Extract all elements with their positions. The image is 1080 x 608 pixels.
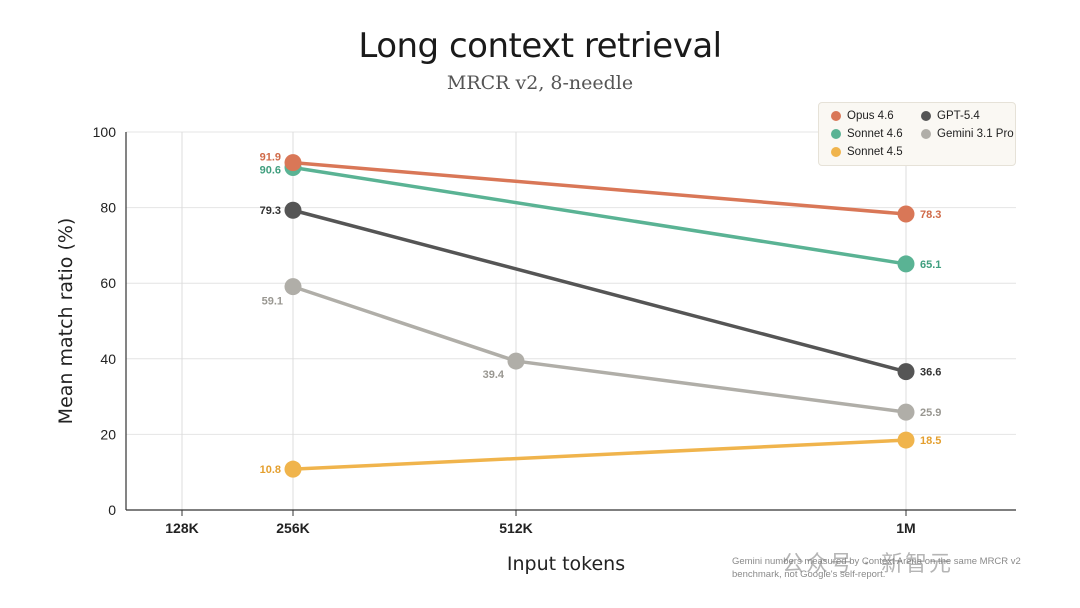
data-point-gpt-5-4 bbox=[284, 201, 302, 219]
data-point-sonnet-4-5 bbox=[897, 431, 915, 449]
legend-label: GPT-5.4 bbox=[937, 110, 980, 122]
chart-subtitle: MRCR v2, 8-needle bbox=[446, 72, 634, 94]
legend-dot-icon bbox=[921, 129, 931, 139]
legend: Opus 4.6 Sonnet 4.6 Sonnet 4.5 GPT-5.4 G… bbox=[818, 102, 1016, 166]
data-point-gemini-3-1-pro bbox=[897, 403, 915, 421]
data-label-opus-4-6: 91.9 bbox=[260, 152, 281, 164]
legend-dot-icon bbox=[831, 111, 841, 121]
y-tick-label: 40 bbox=[100, 351, 116, 367]
y-tick-label: 20 bbox=[100, 426, 116, 442]
x-tick-label: 512K bbox=[499, 520, 532, 536]
y-tick-label: 60 bbox=[100, 275, 116, 291]
data-point-gpt-5-4 bbox=[897, 363, 915, 381]
chart-title: Long context retrieval bbox=[358, 26, 722, 66]
legend-label: Opus 4.6 bbox=[847, 110, 894, 122]
legend-dot-icon bbox=[831, 129, 841, 139]
data-point-sonnet-4-6 bbox=[897, 255, 915, 273]
data-point-gemini-3-1-pro bbox=[284, 278, 302, 296]
series-line-gpt-5-4 bbox=[292, 208, 907, 374]
legend-dot-icon bbox=[831, 147, 841, 157]
data-label-gemini-3-1-pro: 25.9 bbox=[920, 407, 941, 419]
y-axis-label: Mean match ratio (%) bbox=[55, 218, 77, 425]
data-label-sonnet-4-5: 18.5 bbox=[920, 435, 941, 447]
series-line-sonnet-4-6 bbox=[292, 165, 907, 266]
x-tick-label: 1M bbox=[896, 520, 915, 536]
data-label-gpt-5-4: 36.6 bbox=[920, 367, 941, 379]
data-label-gpt-5-4: 79.3 bbox=[260, 205, 281, 217]
data-point-opus-4-6 bbox=[284, 154, 302, 172]
data-point-gemini-3-1-pro bbox=[507, 352, 525, 370]
y-tick-label: 80 bbox=[100, 200, 116, 216]
series-line-opus-4-6 bbox=[292, 160, 907, 216]
data-point-opus-4-6 bbox=[897, 205, 915, 223]
legend-label: Sonnet 4.6 bbox=[847, 128, 903, 140]
data-label-sonnet-4-6: 65.1 bbox=[920, 259, 941, 271]
legend-item-gemini-3-1-pro: Gemini 3.1 Pro bbox=[921, 128, 1014, 140]
x-axis-label: Input tokens bbox=[507, 553, 625, 575]
series-line-gemini-3-1-pro bbox=[292, 284, 907, 414]
legend-dot-icon bbox=[921, 111, 931, 121]
series-line-sonnet-4-5 bbox=[292, 438, 907, 471]
data-point-sonnet-4-5 bbox=[284, 460, 302, 478]
watermark: 公众号 · 新智元 bbox=[782, 552, 953, 577]
legend-label: Gemini 3.1 Pro bbox=[937, 128, 1014, 140]
y-tick-label: 100 bbox=[93, 124, 117, 140]
data-label-gemini-3-1-pro: 39.4 bbox=[483, 369, 505, 381]
data-label-sonnet-4-6: 90.6 bbox=[260, 165, 281, 177]
legend-item-opus-4-6: Opus 4.6 bbox=[831, 110, 894, 122]
legend-item-sonnet-4-6: Sonnet 4.6 bbox=[831, 128, 903, 140]
data-label-sonnet-4-5: 10.8 bbox=[260, 464, 281, 476]
x-tick-label: 128K bbox=[165, 520, 198, 536]
footnote: Gemini numbers measured by Context Arena… bbox=[732, 556, 1021, 580]
data-label-opus-4-6: 78.3 bbox=[920, 209, 941, 221]
legend-label: Sonnet 4.5 bbox=[847, 146, 903, 158]
legend-item-sonnet-4-5: Sonnet 4.5 bbox=[831, 146, 903, 158]
y-tick-label: 0 bbox=[108, 502, 116, 518]
data-label-gemini-3-1-pro: 59.1 bbox=[262, 296, 283, 308]
x-tick-label: 256K bbox=[276, 520, 309, 536]
legend-item-gpt-5-4: GPT-5.4 bbox=[921, 110, 980, 122]
